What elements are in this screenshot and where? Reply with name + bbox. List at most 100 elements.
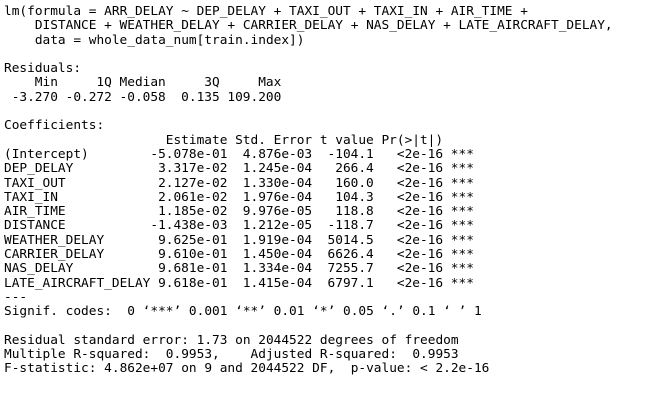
column-header: Pr(>|t|) (381, 132, 444, 148)
term-name: TAXI_OUT (4, 175, 66, 191)
significance-stars: *** (450, 218, 474, 234)
column-header: Estimate (165, 132, 228, 148)
coefficient-cell: 266.4 (335, 161, 374, 177)
coefficient-cell: -5.078e-01 (150, 146, 228, 162)
term-name: TAXI_IN (4, 189, 58, 205)
coefficient-cell: 9.976e-05 (242, 204, 313, 220)
coefficient-cell: 7255.7 (327, 261, 374, 277)
significance-stars: *** (450, 275, 474, 291)
coefficient-cell: <2e-16 (396, 146, 444, 162)
coefficient-cell: 9.610e-01 (158, 247, 228, 263)
coefficient-cell: 6797.1 (327, 275, 374, 291)
coefficient-cell: 5014.5 (327, 232, 374, 248)
blank-line (4, 48, 649, 62)
residual-value: 109.200 (227, 89, 282, 105)
coefficient-cell: 1.450e-04 (242, 247, 313, 263)
residual-header: Max (258, 75, 282, 91)
separator: --- (4, 289, 28, 305)
term-name: LATE_AIRCRAFT_DELAY (4, 275, 151, 291)
call-line: DISTANCE + WEATHER_DELAY + CARRIER_DELAY… (34, 18, 613, 34)
coefficient-cell: 160.0 (335, 175, 374, 191)
coefficient-cell: 1.245e-04 (242, 161, 313, 177)
coefficient-cell: 4.876e-03 (242, 146, 313, 162)
coefficient-cell: <2e-16 (396, 261, 444, 277)
call-line: lm(formula = ARR_DELAY ~ DEP_DELAY + TAX… (4, 4, 528, 19)
coefficient-cell: <2e-16 (396, 189, 444, 205)
coefficient-cell: 3.317e-02 (158, 161, 228, 177)
coefficient-cell: 104.3 (335, 189, 374, 205)
coefficient-cell: <2e-16 (396, 175, 444, 191)
term-name: (Intercept) (4, 146, 89, 162)
term-name: NAS_DELAY (4, 261, 74, 277)
significance-stars: *** (450, 161, 474, 177)
residual-header: Median (119, 75, 166, 91)
term-name: AIR_TIME (4, 204, 66, 220)
coefficient-cell: <2e-16 (396, 161, 444, 177)
coefficient-cell: -1.438e-03 (150, 218, 228, 234)
residual-header: 3Q (204, 75, 220, 91)
coefficient-cell: 1.415e-04 (242, 275, 313, 291)
residual-header: 1Q (96, 75, 112, 91)
coefficient-cell: <2e-16 (396, 247, 444, 263)
coefficient-cell: <2e-16 (396, 275, 444, 291)
term-name: DEP_DELAY (4, 161, 74, 177)
signif-codes: Signif. codes: 0 ‘***’ 0.001 ‘**’ 0.01 ‘… (4, 304, 482, 320)
residual-value: -0.272 (65, 89, 112, 105)
significance-stars: *** (450, 247, 474, 263)
coefficient-cell: -118.7 (327, 218, 374, 234)
coefficient-row: WEATHER_DELAY 9.625e-01 1.919e-04 5014.5 <2e… (4, 232, 649, 248)
blank-line (4, 105, 649, 119)
coefficient-cell: 9.625e-01 (158, 232, 228, 248)
significance-stars: *** (450, 261, 474, 277)
coefficient-row: CARRIER_DELAY 9.610e-01 1.450e-04 6626.4 <2e… (4, 247, 649, 263)
coefficient-cell: 9.618e-01 (158, 275, 228, 291)
coefficient-cell: -104.1 (327, 146, 374, 162)
coefficient-row: TAXI_IN 2.061e-02 1.976e-04 104.3 <2e-16 *** (4, 189, 649, 205)
coefficient-row: (Intercept) -5.078e-01 4.876e-03 -104.1 <2e-… (4, 146, 649, 162)
significance-stars: *** (450, 189, 474, 205)
coefficient-row: NAS_DELAY 9.681e-01 1.334e-04 7255.7 <2e-16 *… (4, 261, 649, 277)
residual-header: Min (34, 75, 58, 91)
significance-stars: *** (450, 204, 474, 220)
coefficients-header: Estimate Std. Error t value Pr(>|t|) (4, 132, 649, 148)
coefficient-cell: 9.681e-01 (158, 261, 228, 277)
coefficient-row: DISTANCE -1.438e-03 1.212e-05 -118.7 <2e-16 *… (4, 218, 649, 234)
residual-value: -3.270 (11, 89, 58, 105)
coefficient-cell: 1.919e-04 (242, 232, 313, 248)
significance-stars: *** (450, 232, 474, 248)
coefficients-title: Coefficients: (4, 118, 105, 134)
coefficient-row: DEP_DELAY 3.317e-02 1.245e-04 266.4 <2e-16 **… (4, 161, 649, 177)
coefficient-cell: 2.061e-02 (158, 189, 228, 205)
significance-stars: *** (450, 146, 474, 162)
significance-stars: *** (450, 175, 474, 191)
coefficient-cell: 1.976e-04 (242, 189, 313, 205)
residual-value: 0.135 (181, 89, 220, 105)
coefficient-cell: 118.8 (335, 204, 374, 220)
term-name: WEATHER_DELAY (4, 232, 105, 248)
coefficient-cell: <2e-16 (396, 232, 444, 248)
blank-line (4, 320, 649, 334)
coefficient-cell: 1.334e-04 (242, 261, 313, 277)
call-line: data = whole_data_num[train.index]) (34, 32, 305, 48)
coefficient-cell: <2e-16 (396, 218, 444, 234)
coefficient-cell: 2.127e-02 (158, 175, 228, 191)
coefficient-row: AIR_TIME 1.185e-02 9.976e-05 118.8 <2e-16 *** (4, 204, 649, 220)
term-name: DISTANCE (4, 218, 66, 234)
column-header: Std. Error (235, 132, 313, 148)
coefficient-cell: 6626.4 (327, 247, 374, 263)
coefficient-cell: 1.212e-05 (242, 218, 313, 234)
residuals-title: Residuals: (4, 61, 82, 77)
summary-line: Residual standard error: 1.73 on 2044522… (4, 332, 459, 348)
coefficient-row: LATE_AIRCRAFT_DELAY 9.618e-01 1.415e-04 679… (4, 275, 649, 291)
summary-line: F-statistic: 4.862e+07 on 9 and 2044522 … (4, 361, 490, 377)
coefficient-cell: 1.185e-02 (158, 204, 228, 220)
residuals-header: Min 1Q Median 3Q Max (4, 75, 649, 91)
residual-value: -0.058 (119, 89, 166, 105)
coefficient-cell: 1.330e-04 (242, 175, 313, 191)
residuals-values: -3.270 -0.272 -0.058 0.135 109.200 (4, 89, 649, 105)
term-name: CARRIER_DELAY (4, 247, 105, 263)
coefficient-row: TAXI_OUT 2.127e-02 1.330e-04 160.0 <2e-16 *** (4, 175, 649, 191)
column-header: t value (319, 132, 374, 148)
coefficient-cell: <2e-16 (396, 204, 444, 220)
